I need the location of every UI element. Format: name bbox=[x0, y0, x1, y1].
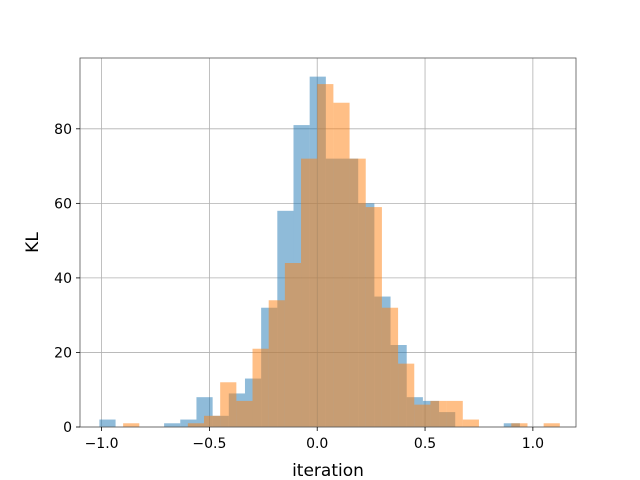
y-axis-ticks: 0 20 40 60 80 bbox=[54, 122, 80, 436]
histogram-bar-series-2 bbox=[301, 158, 318, 428]
x-tick-label: 1.0 bbox=[522, 436, 544, 452]
y-tick-label: 0 bbox=[63, 420, 72, 436]
x-axis-label: iteration bbox=[292, 461, 364, 480]
histogram-bar-series-2 bbox=[317, 84, 334, 427]
histogram-bar-series-2 bbox=[123, 423, 140, 427]
histogram-bar-series-2 bbox=[187, 423, 204, 427]
histogram-bar-series-1 bbox=[164, 423, 181, 427]
histogram-bar-series-2 bbox=[204, 415, 221, 427]
x-tick-label: 0.5 bbox=[414, 436, 436, 452]
histogram-bar-series-1 bbox=[180, 419, 197, 427]
x-tick-label: 0.0 bbox=[306, 436, 328, 452]
axes-frame bbox=[79, 57, 577, 428]
histogram-bar-series-2 bbox=[381, 307, 399, 427]
histogram-bar-series-2 bbox=[349, 158, 366, 428]
x-axis-ticks: −1.0 −0.5 0.0 0.5 1.0 bbox=[85, 427, 544, 452]
histogram-bar-series-2 bbox=[446, 400, 463, 427]
x-tick-label: −0.5 bbox=[192, 436, 226, 452]
histogram-bar-series-2 bbox=[511, 423, 528, 427]
histogram-bars bbox=[99, 76, 560, 428]
plot-area: −1.0 −0.5 0.0 0.5 1.0 0 20 40 60 80 bbox=[54, 57, 577, 452]
x-tick-label: −1.0 bbox=[85, 436, 119, 452]
histogram-bar-series-2 bbox=[220, 382, 237, 427]
y-tick-label: 40 bbox=[54, 271, 72, 287]
histogram-bar-series-2 bbox=[252, 348, 269, 427]
histogram-bar-series-2 bbox=[236, 400, 253, 427]
histogram-bar-series-2 bbox=[398, 363, 415, 427]
histogram-bar-series-2 bbox=[333, 102, 350, 428]
histogram-bar-series-2 bbox=[365, 207, 382, 427]
histogram-bar-series-2 bbox=[414, 404, 431, 427]
histogram-bar-series-1 bbox=[99, 419, 116, 427]
y-tick-label: 20 bbox=[54, 345, 72, 361]
histogram-bar-series-2 bbox=[284, 263, 302, 427]
histogram-bar-series-2 bbox=[430, 400, 447, 427]
histogram-bar-series-2 bbox=[543, 423, 560, 427]
histogram-bar-series-2 bbox=[268, 300, 285, 427]
histogram-bar-series-2 bbox=[462, 419, 479, 427]
y-axis-label: KL bbox=[23, 232, 43, 253]
y-tick-label: 80 bbox=[54, 122, 72, 138]
y-tick-label: 60 bbox=[54, 196, 72, 212]
